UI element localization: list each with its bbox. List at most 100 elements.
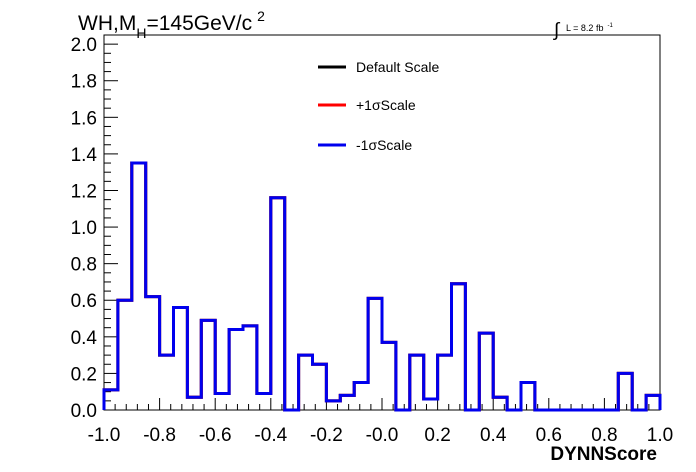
x-tick-label: -1.0 xyxy=(88,425,121,446)
bin-bar xyxy=(243,326,257,410)
bin-bar xyxy=(368,298,382,410)
bin-bar xyxy=(187,397,201,410)
bin-bar xyxy=(410,355,424,410)
bin-bar xyxy=(313,364,327,410)
bin-bar xyxy=(187,397,201,410)
bin-bar xyxy=(340,395,354,410)
bin-bar xyxy=(618,373,632,410)
bin-bar xyxy=(354,383,368,410)
bin-bar xyxy=(438,355,452,410)
bin-bar xyxy=(410,355,424,410)
bin-bar xyxy=(229,330,243,410)
chart-title-rest: =145GeV/c xyxy=(146,12,252,35)
bin-bar xyxy=(479,333,493,410)
x-axis-tick-labels: -1.0 -0.8 -0.6 -0.4 -0.2 -0.0 0.2 0.4 0.6 0.8 1.0 xyxy=(88,425,674,446)
y-tick-label: 2.0 xyxy=(71,35,97,56)
bin-bar xyxy=(299,355,313,410)
bin-bar xyxy=(132,163,146,410)
y-axis-ticks xyxy=(104,43,118,411)
chart-title-subscript: H xyxy=(136,25,146,41)
bin-bar xyxy=(229,330,243,410)
bin-bar xyxy=(452,284,466,410)
bin-bar xyxy=(160,355,174,410)
bin-bar xyxy=(452,284,466,410)
bin-bar xyxy=(479,333,493,410)
series-3 xyxy=(102,161,662,412)
bin-bar xyxy=(340,395,354,410)
bin-bar xyxy=(257,394,271,410)
lumi-label: L = 8.2 fb -1 xyxy=(566,23,613,33)
x-tick-label: -0.2 xyxy=(310,425,343,446)
x-axis-ticks xyxy=(103,398,661,410)
bin-bar xyxy=(340,395,354,410)
x-tick-label: 0.2 xyxy=(424,425,450,446)
bin-bar xyxy=(118,300,132,410)
y-axis-tick-labels: 0.0 0.2 0.4 0.6 0.8 1.0 1.2 1.4 1.6 1.8 2.0 xyxy=(71,35,98,422)
bin-bar xyxy=(104,390,118,410)
bin-bar xyxy=(160,355,174,410)
y-tick-label: 1.8 xyxy=(71,72,97,93)
bin-bar xyxy=(174,308,188,410)
bin-bar xyxy=(243,326,257,410)
y-tick-label: 0.8 xyxy=(71,255,97,276)
bin-bar xyxy=(215,394,229,410)
y-tick-label: 1.0 xyxy=(71,218,97,239)
bin-bar xyxy=(104,390,118,410)
legend-label: +1σScale xyxy=(356,97,416,113)
y-tick-label: 0.2 xyxy=(71,364,97,385)
bin-bar xyxy=(424,399,438,410)
y-tick-label: 0.4 xyxy=(71,328,98,349)
y-tick-label: 1.2 xyxy=(71,181,97,202)
x-axis-title: DYNNScore xyxy=(550,444,657,465)
bin-bar xyxy=(271,198,285,410)
bin-bar xyxy=(313,364,327,410)
bin-bar xyxy=(424,399,438,410)
legend-label: -1σScale xyxy=(356,137,412,153)
bin-bar xyxy=(493,397,507,410)
bin-bar xyxy=(382,342,396,410)
bin-bar xyxy=(271,198,285,410)
lumi-text: L = 8.2 fb xyxy=(566,23,603,33)
y-tick-label: 1.6 xyxy=(71,108,97,129)
bin-bar xyxy=(299,355,313,410)
bin-bar xyxy=(410,355,424,410)
bin-bar xyxy=(201,320,215,410)
bin-bar xyxy=(438,355,452,410)
bin-bar xyxy=(646,395,660,410)
legend: Default Scale +1σScale -1σScale xyxy=(318,59,439,153)
bin-bar xyxy=(271,198,285,410)
chart-title: WH,MH=145GeV/c 2 xyxy=(78,8,265,41)
bin-bar xyxy=(215,394,229,410)
bin-bar xyxy=(493,397,507,410)
bin-bar xyxy=(646,395,660,410)
bin-bar xyxy=(201,320,215,410)
y-tick-label: 0.0 xyxy=(71,401,97,422)
bin-bar xyxy=(132,163,146,410)
bin-bar xyxy=(187,397,201,410)
x-tick-label: -0.0 xyxy=(366,425,399,446)
bin-bar xyxy=(368,298,382,410)
bin-bar xyxy=(257,394,271,410)
bin-bar xyxy=(174,308,188,410)
bin-bar xyxy=(521,383,535,410)
bin-bar xyxy=(354,383,368,410)
legend-label: Default Scale xyxy=(356,59,439,75)
bin-bar xyxy=(146,297,160,410)
bin-bar xyxy=(521,383,535,410)
bin-bar xyxy=(646,395,660,410)
chart-title-superscript: 2 xyxy=(257,8,265,24)
bin-bar xyxy=(215,394,229,410)
bin-bar xyxy=(382,342,396,410)
bin-bar xyxy=(618,373,632,410)
bin-bar xyxy=(618,373,632,410)
lumi-superscript: -1 xyxy=(607,23,613,29)
bin-bar xyxy=(229,330,243,410)
x-tick-label: 1.0 xyxy=(647,425,673,446)
bin-bar xyxy=(243,326,257,410)
bin-bar xyxy=(118,300,132,410)
bin-bar xyxy=(104,390,118,410)
bin-bar xyxy=(521,383,535,410)
bin-bar xyxy=(146,297,160,410)
chart-title-main: WH,M xyxy=(78,12,136,35)
